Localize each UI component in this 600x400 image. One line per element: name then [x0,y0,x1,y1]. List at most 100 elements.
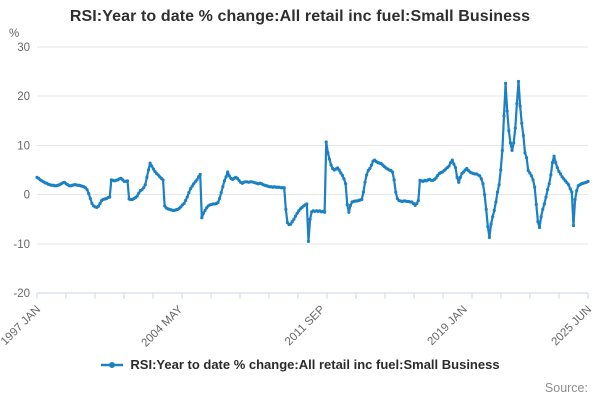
series-marker [500,148,504,152]
series-marker [390,170,395,174]
y-tick-label: 20 [17,91,30,103]
legend: RSI:Year to date % change:All retail inc… [0,357,600,372]
series-marker [135,194,139,198]
series-marker [96,204,100,209]
series-marker [458,175,462,179]
series-marker [478,174,482,178]
series-marker [282,186,286,190]
series-marker [536,220,540,224]
series-marker [90,201,94,206]
series-marker [452,162,456,166]
series-marker [484,207,488,211]
x-tick-label: 2019 JAN [425,304,469,348]
series-marker [499,168,503,172]
legend-series-label: RSI:Year to date % change:All retail inc… [130,357,500,372]
series-marker [142,186,146,190]
series-marker [415,201,419,206]
plot-area: 30 20 10 0 -10 -20 1997 JAN 2004 MAY 2011 SEP 201… [0,42,594,349]
x-tick-label: 2011 SEP [283,303,328,348]
series-marker [503,81,508,86]
series-marker [196,175,201,179]
series-marker [573,197,577,202]
x-tick-label: 2004 MAY [139,303,185,349]
series-marker [487,235,492,239]
series-marker [555,165,559,170]
series-marker [188,187,193,191]
series-marker [544,195,548,199]
series-marker [337,168,341,172]
series-marker [481,182,485,186]
series-marker [284,207,288,211]
series-marker [557,169,561,174]
series-marker [447,164,451,168]
series-marker [526,168,530,173]
series-marker [201,211,206,215]
series-marker [85,188,89,192]
series-marker [221,185,225,189]
x-tick-label: 1997 JAN [0,304,43,348]
series-marker [479,177,483,181]
series-marker [306,239,311,243]
series-marker [87,192,91,196]
series-marker [198,172,202,177]
y-tick-label: -20 [13,288,30,300]
series-marker [200,216,204,220]
series-marker [450,158,454,162]
series-marker [494,200,498,204]
series-marker [541,207,545,211]
series-marker [295,211,299,215]
series-marker [226,170,230,174]
series-marker [537,225,542,230]
series-marker [324,140,328,144]
series-marker [523,151,527,155]
series-marker [434,176,438,180]
series-marker [531,178,535,182]
series-marker [520,121,524,125]
legend-line-marker-icon [101,361,124,368]
series-marker [203,208,207,212]
series-marker [369,163,374,167]
series-marker [550,161,555,165]
series-marker [368,166,372,171]
series-marker [344,182,348,186]
series-marker [568,187,572,191]
series-marker [137,191,141,195]
series-marker [512,141,516,145]
series-marker [516,79,521,84]
series-marker [575,189,579,193]
legend-item[interactable]: RSI:Year to date % change:All retail inc… [100,357,500,372]
y-tick-label: 0 [24,190,30,202]
series-marker [227,174,231,178]
series-marker [507,129,511,133]
series-marker [515,101,519,106]
series-marker [554,161,558,165]
series-marker [148,161,152,165]
series-marker [525,156,529,160]
series-marker [570,190,574,194]
series-marker [290,220,294,224]
series-marker [492,208,496,212]
series-marker [455,175,459,179]
series-marker [502,114,506,118]
series-marker [392,178,396,182]
series-marker [449,161,453,165]
series-marker [533,185,537,189]
series-marker [453,165,458,170]
series-marker [339,171,343,175]
series-marker [361,190,365,194]
series-marker [528,171,532,175]
series-marker [185,195,189,199]
series-marker [292,217,296,221]
series-marker [529,174,534,178]
series-marker [184,198,188,203]
y-tick-label: 30 [17,42,30,54]
series-marker [546,188,550,192]
series-marker [363,180,367,184]
series-marker [222,179,227,183]
series-marker [534,202,538,207]
series-marker [305,202,309,206]
series-marker [510,148,514,152]
series-marker [289,222,293,226]
series-marker [217,196,222,201]
